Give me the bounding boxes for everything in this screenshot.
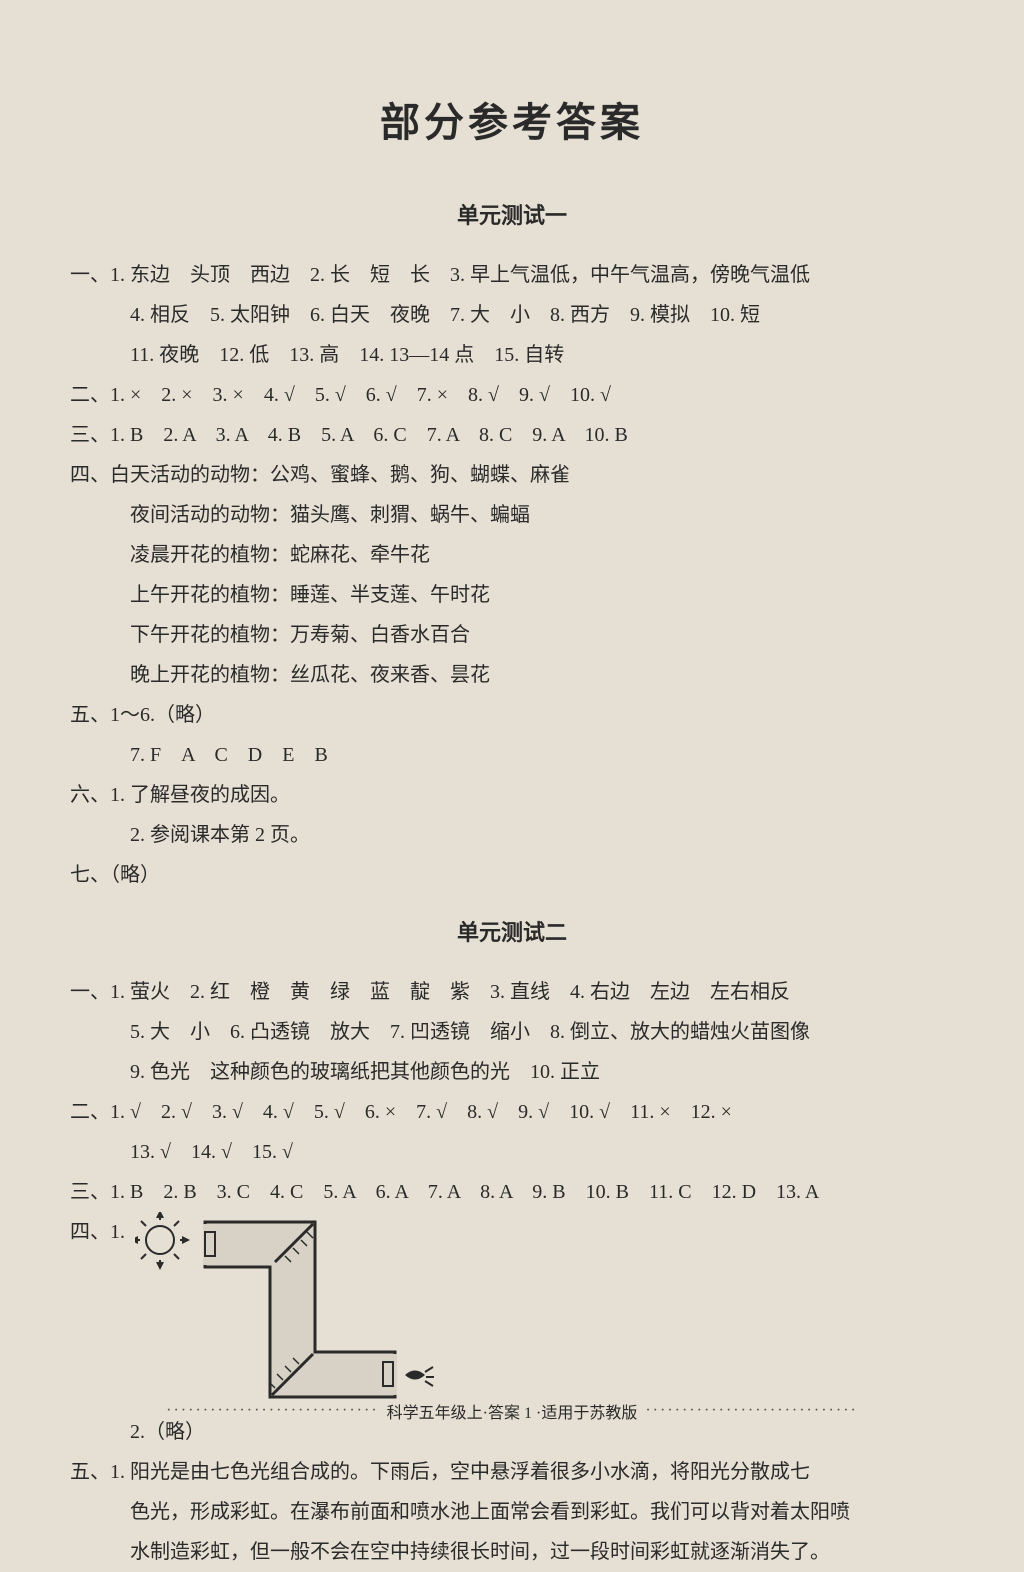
u2-q5-l1: 五、1. 阳光是由七色光组合成的。下雨后，空中悬浮着很多小水滴，将阳光分散成七 xyxy=(70,1452,954,1492)
u1-q1-l3: 11. 夜晚 12. 低 13. 高 14. 13—14 点 15. 自转 xyxy=(70,335,954,375)
u2-q5-l3: 水制造彩虹，但一般不会在空中持续很长时间，过一段时间彩虹就逐渐消失了。 xyxy=(70,1532,954,1572)
u1-q5-l2: 7. F A C D E B xyxy=(70,735,954,775)
u1-q5-l1: 五、1～6.（略） xyxy=(70,695,954,735)
u1-q4-l5: 下午开花的植物：万寿菊、白香水百合 xyxy=(70,615,954,655)
unit1-content: 一、1. 东边 头顶 西边 2. 长 短 长 3. 早上气温低，中午气温高，傍晚… xyxy=(70,255,954,895)
u1-q6-l2: 2. 参阅课本第 2 页。 xyxy=(70,815,954,855)
unit1-title: 单元测试一 xyxy=(70,198,954,230)
footer-dots-right: ····························· xyxy=(645,1402,858,1420)
u1-q3: 三、1. B 2. A 3. A 4. B 5. A 6. C 7. A 8. … xyxy=(70,415,954,455)
u2-q2-l1: 二、1. √ 2. √ 3. √ 4. √ 5. √ 6. × 7. √ 8. … xyxy=(70,1092,954,1132)
u2-q3: 三、1. B 2. B 3. C 4. C 5. A 6. A 7. A 8. … xyxy=(70,1172,954,1212)
footer-dots-left: ····························· xyxy=(166,1402,379,1420)
u1-q1-l2: 4. 相反 5. 太阳钟 6. 白天 夜晚 7. 大 小 8. 西方 9. 模拟… xyxy=(70,295,954,335)
unit2-title: 单元测试二 xyxy=(70,915,954,947)
u2-q2-l2: 13. √ 14. √ 15. √ xyxy=(70,1132,954,1172)
u1-q4-l1: 四、白天活动的动物：公鸡、蜜蜂、鹅、狗、蝴蝶、麻雀 xyxy=(70,455,954,495)
u1-q2: 二、1. × 2. × 3. × 4. √ 5. √ 6. √ 7. × 8. … xyxy=(70,375,954,415)
page-footer: ····························· 科学五年级上·答案 … xyxy=(0,1399,1024,1423)
u2-q1-l2: 5. 大 小 6. 凸透镜 放大 7. 凹透镜 缩小 8. 倒立、放大的蜡烛火苗… xyxy=(70,1012,954,1052)
u1-q4-l6: 晚上开花的植物：丝瓜花、夜来香、昙花 xyxy=(70,655,954,695)
u2-q1-l3: 9. 色光 这种颜色的玻璃纸把其他颜色的光 10. 正立 xyxy=(70,1052,954,1092)
periscope-diagram xyxy=(135,1212,435,1412)
u2-q1-l1: 一、1. 萤火 2. 红 橙 黄 绿 蓝 靛 紫 3. 直线 4. 右边 左边 … xyxy=(70,972,954,1012)
main-title: 部分参考答案 xyxy=(70,90,954,148)
u1-q4-l3: 凌晨开花的植物：蛇麻花、牵牛花 xyxy=(70,535,954,575)
u1-q4-l2: 夜间活动的动物：猫头鹰、刺猬、蜗牛、蝙蝠 xyxy=(70,495,954,535)
unit2-content: 一、1. 萤火 2. 红 橙 黄 绿 蓝 靛 紫 3. 直线 4. 右边 左边 … xyxy=(70,972,954,1572)
u1-q6-l1: 六、1. 了解昼夜的成因。 xyxy=(70,775,954,815)
u1-q7: 七、（略） xyxy=(70,855,954,895)
u2-q5-l2: 色光，形成彩虹。在瀑布前面和喷水池上面常会看到彩虹。我们可以背对着太阳喷 xyxy=(70,1492,954,1532)
u1-q4-l4: 上午开花的植物：睡莲、半支莲、午时花 xyxy=(70,575,954,615)
footer-text: 科学五年级上·答案 1 ·适用于苏教版 xyxy=(387,1399,638,1423)
u1-q1-l1: 一、1. 东边 头顶 西边 2. 长 短 长 3. 早上气温低，中午气温高，傍晚… xyxy=(70,255,954,295)
u2-q4-row: 四、1. xyxy=(70,1212,954,1412)
u2-q4-label: 四、1. xyxy=(70,1212,125,1252)
